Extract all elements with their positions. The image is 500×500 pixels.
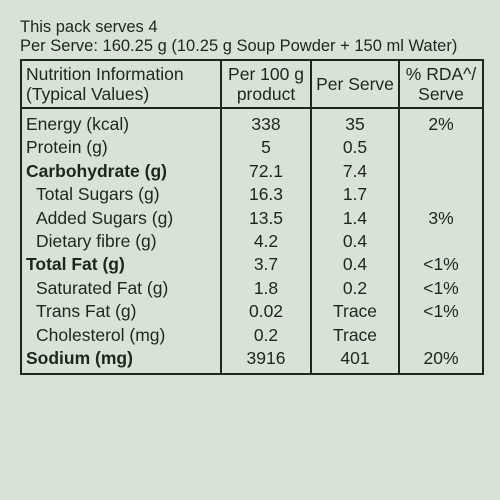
per-100g-value: 5	[220, 136, 312, 160]
nutrient-name: Trans Fat (g)	[20, 300, 222, 324]
table-row: Dietary fibre (g) 4.2 0.4	[20, 230, 484, 254]
per-100g-value: 3916	[220, 347, 312, 376]
nutrient-name: Energy (kcal)	[20, 108, 222, 137]
nutrient-name: Added Sugars (g)	[20, 206, 222, 231]
per-serve-value: 0.4	[310, 253, 400, 277]
rda-value	[398, 183, 484, 207]
per-100g-value: 1.8	[220, 276, 312, 301]
rda-value	[398, 230, 484, 254]
table-row: Sodium (mg) 3916 401 20%	[20, 347, 484, 376]
header-per-100g: Per 100 g product	[220, 59, 312, 109]
pack-serves-text: This pack serves 4	[20, 18, 158, 36]
header-line: % RDA^/	[405, 64, 477, 84]
per-serve-text: Per Serve: 160.25 g (10.25 g Soup Powder…	[20, 37, 458, 55]
nutrient-name: Total Fat (g)	[20, 253, 222, 277]
rda-value: <1%	[398, 253, 484, 277]
per-serve-value: 0.2	[310, 276, 400, 301]
table-header-row: Nutrition Information (Typical Values) P…	[20, 59, 484, 109]
per-serve-value: 35	[310, 108, 400, 137]
per-serve-value: 1.7	[310, 183, 400, 207]
rda-value	[398, 323, 484, 348]
header-rda: % RDA^/ Serve	[398, 59, 484, 109]
per-serve-value: 7.4	[310, 159, 400, 184]
nutrient-name: Protein (g)	[20, 136, 222, 160]
per-100g-value: 13.5	[220, 206, 312, 231]
rda-value	[398, 159, 484, 184]
header-line: product	[236, 84, 296, 104]
per-100g-value: 338	[220, 108, 312, 137]
per-100g-value: 3.7	[220, 253, 312, 277]
rda-value: 20%	[398, 347, 484, 376]
per-serve-value: Trace	[310, 323, 400, 348]
rda-value: <1%	[398, 276, 484, 301]
nutrient-name: Saturated Fat (g)	[20, 276, 222, 301]
per-100g-value: 0.2	[220, 323, 312, 348]
nutrient-name: Cholesterol (mg)	[20, 323, 222, 348]
nutrient-name: Total Sugars (g)	[20, 183, 222, 207]
per-100g-value: 72.1	[220, 159, 312, 184]
header-per-serve: Per Serve	[310, 59, 400, 109]
nutrition-label: This pack serves 4 Per Serve: 160.25 g (…	[20, 18, 484, 376]
rda-value: 3%	[398, 206, 484, 231]
nutrient-name: Sodium (mg)	[20, 347, 222, 376]
per-100g-value: 0.02	[220, 300, 312, 324]
table-row: Carbohydrate (g) 72.1 7.4	[20, 159, 484, 184]
per-serve-value: 401	[310, 347, 400, 376]
header-line: (Typical Values)	[26, 84, 150, 104]
table-row: Total Sugars (g) 16.3 1.7	[20, 183, 484, 207]
nutrient-name: Dietary fibre (g)	[20, 230, 222, 254]
rda-value: 2%	[398, 108, 484, 137]
nutrition-table: Nutrition Information (Typical Values) P…	[20, 59, 484, 376]
table-row: Protein (g) 5 0.5	[20, 136, 484, 160]
header-line: Per Serve	[316, 74, 394, 94]
per-serve-value: 1.4	[310, 206, 400, 231]
header-line: Nutrition Information	[26, 64, 184, 84]
per-serve-value: 0.5	[310, 136, 400, 160]
per-100g-value: 16.3	[220, 183, 312, 207]
per-serve-value: Trace	[310, 300, 400, 324]
nutrient-rows: Energy (kcal) 338 35 2% Protein (g) 5 0.5 Carbo…	[20, 108, 484, 376]
table-row: Trans Fat (g) 0.02 Trace <1%	[20, 300, 484, 324]
header-line: Per 100 g	[228, 64, 304, 84]
header-nutrition-information: Nutrition Information (Typical Values)	[20, 59, 222, 109]
per-serve-value: 0.4	[310, 230, 400, 254]
nutrient-name: Carbohydrate (g)	[20, 159, 222, 184]
rda-value	[398, 136, 484, 160]
header-line: Serve	[418, 84, 464, 104]
table-row: Saturated Fat (g) 1.8 0.2 <1%	[20, 276, 484, 301]
table-row: Added Sugars (g) 13.5 1.4 3%	[20, 206, 484, 231]
per-100g-value: 4.2	[220, 230, 312, 254]
table-row: Total Fat (g) 3.7 0.4 <1%	[20, 253, 484, 277]
rda-value: <1%	[398, 300, 484, 324]
table-row: Cholesterol (mg) 0.2 Trace	[20, 323, 484, 348]
table-row: Energy (kcal) 338 35 2%	[20, 108, 484, 137]
